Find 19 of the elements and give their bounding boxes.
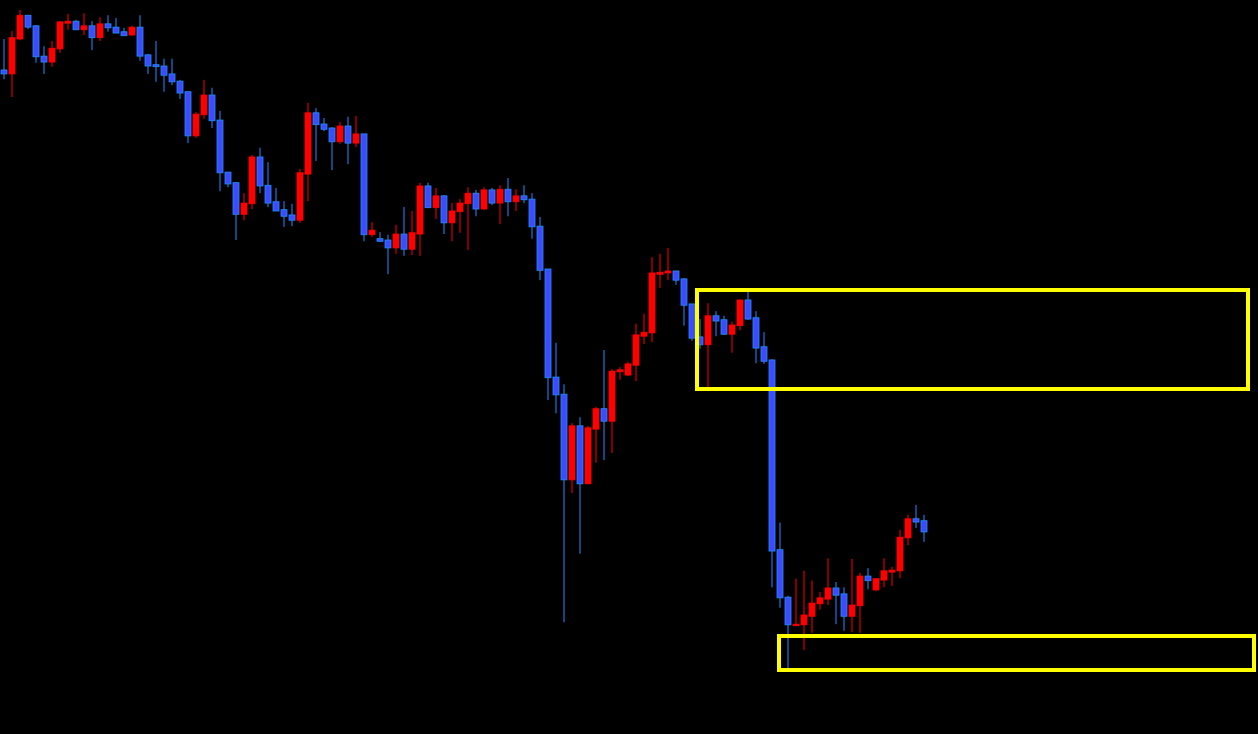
candlestick xyxy=(496,184,504,225)
candlestick xyxy=(80,12,88,36)
candlestick xyxy=(432,187,440,220)
candlestick xyxy=(424,182,432,209)
candlestick xyxy=(864,567,872,590)
candlestick xyxy=(368,221,376,238)
candlestick xyxy=(504,177,512,217)
candlestick xyxy=(0,38,8,80)
candlestick xyxy=(400,206,408,257)
candlestick xyxy=(472,189,480,217)
candlestick xyxy=(96,16,104,42)
candlestick xyxy=(352,115,360,148)
candlestick xyxy=(88,20,96,51)
candlestick xyxy=(512,188,520,212)
candlestick xyxy=(392,224,400,255)
candlestick xyxy=(480,186,488,211)
candlestick xyxy=(600,349,608,461)
candlestick xyxy=(344,116,352,165)
candlestick xyxy=(336,121,344,145)
